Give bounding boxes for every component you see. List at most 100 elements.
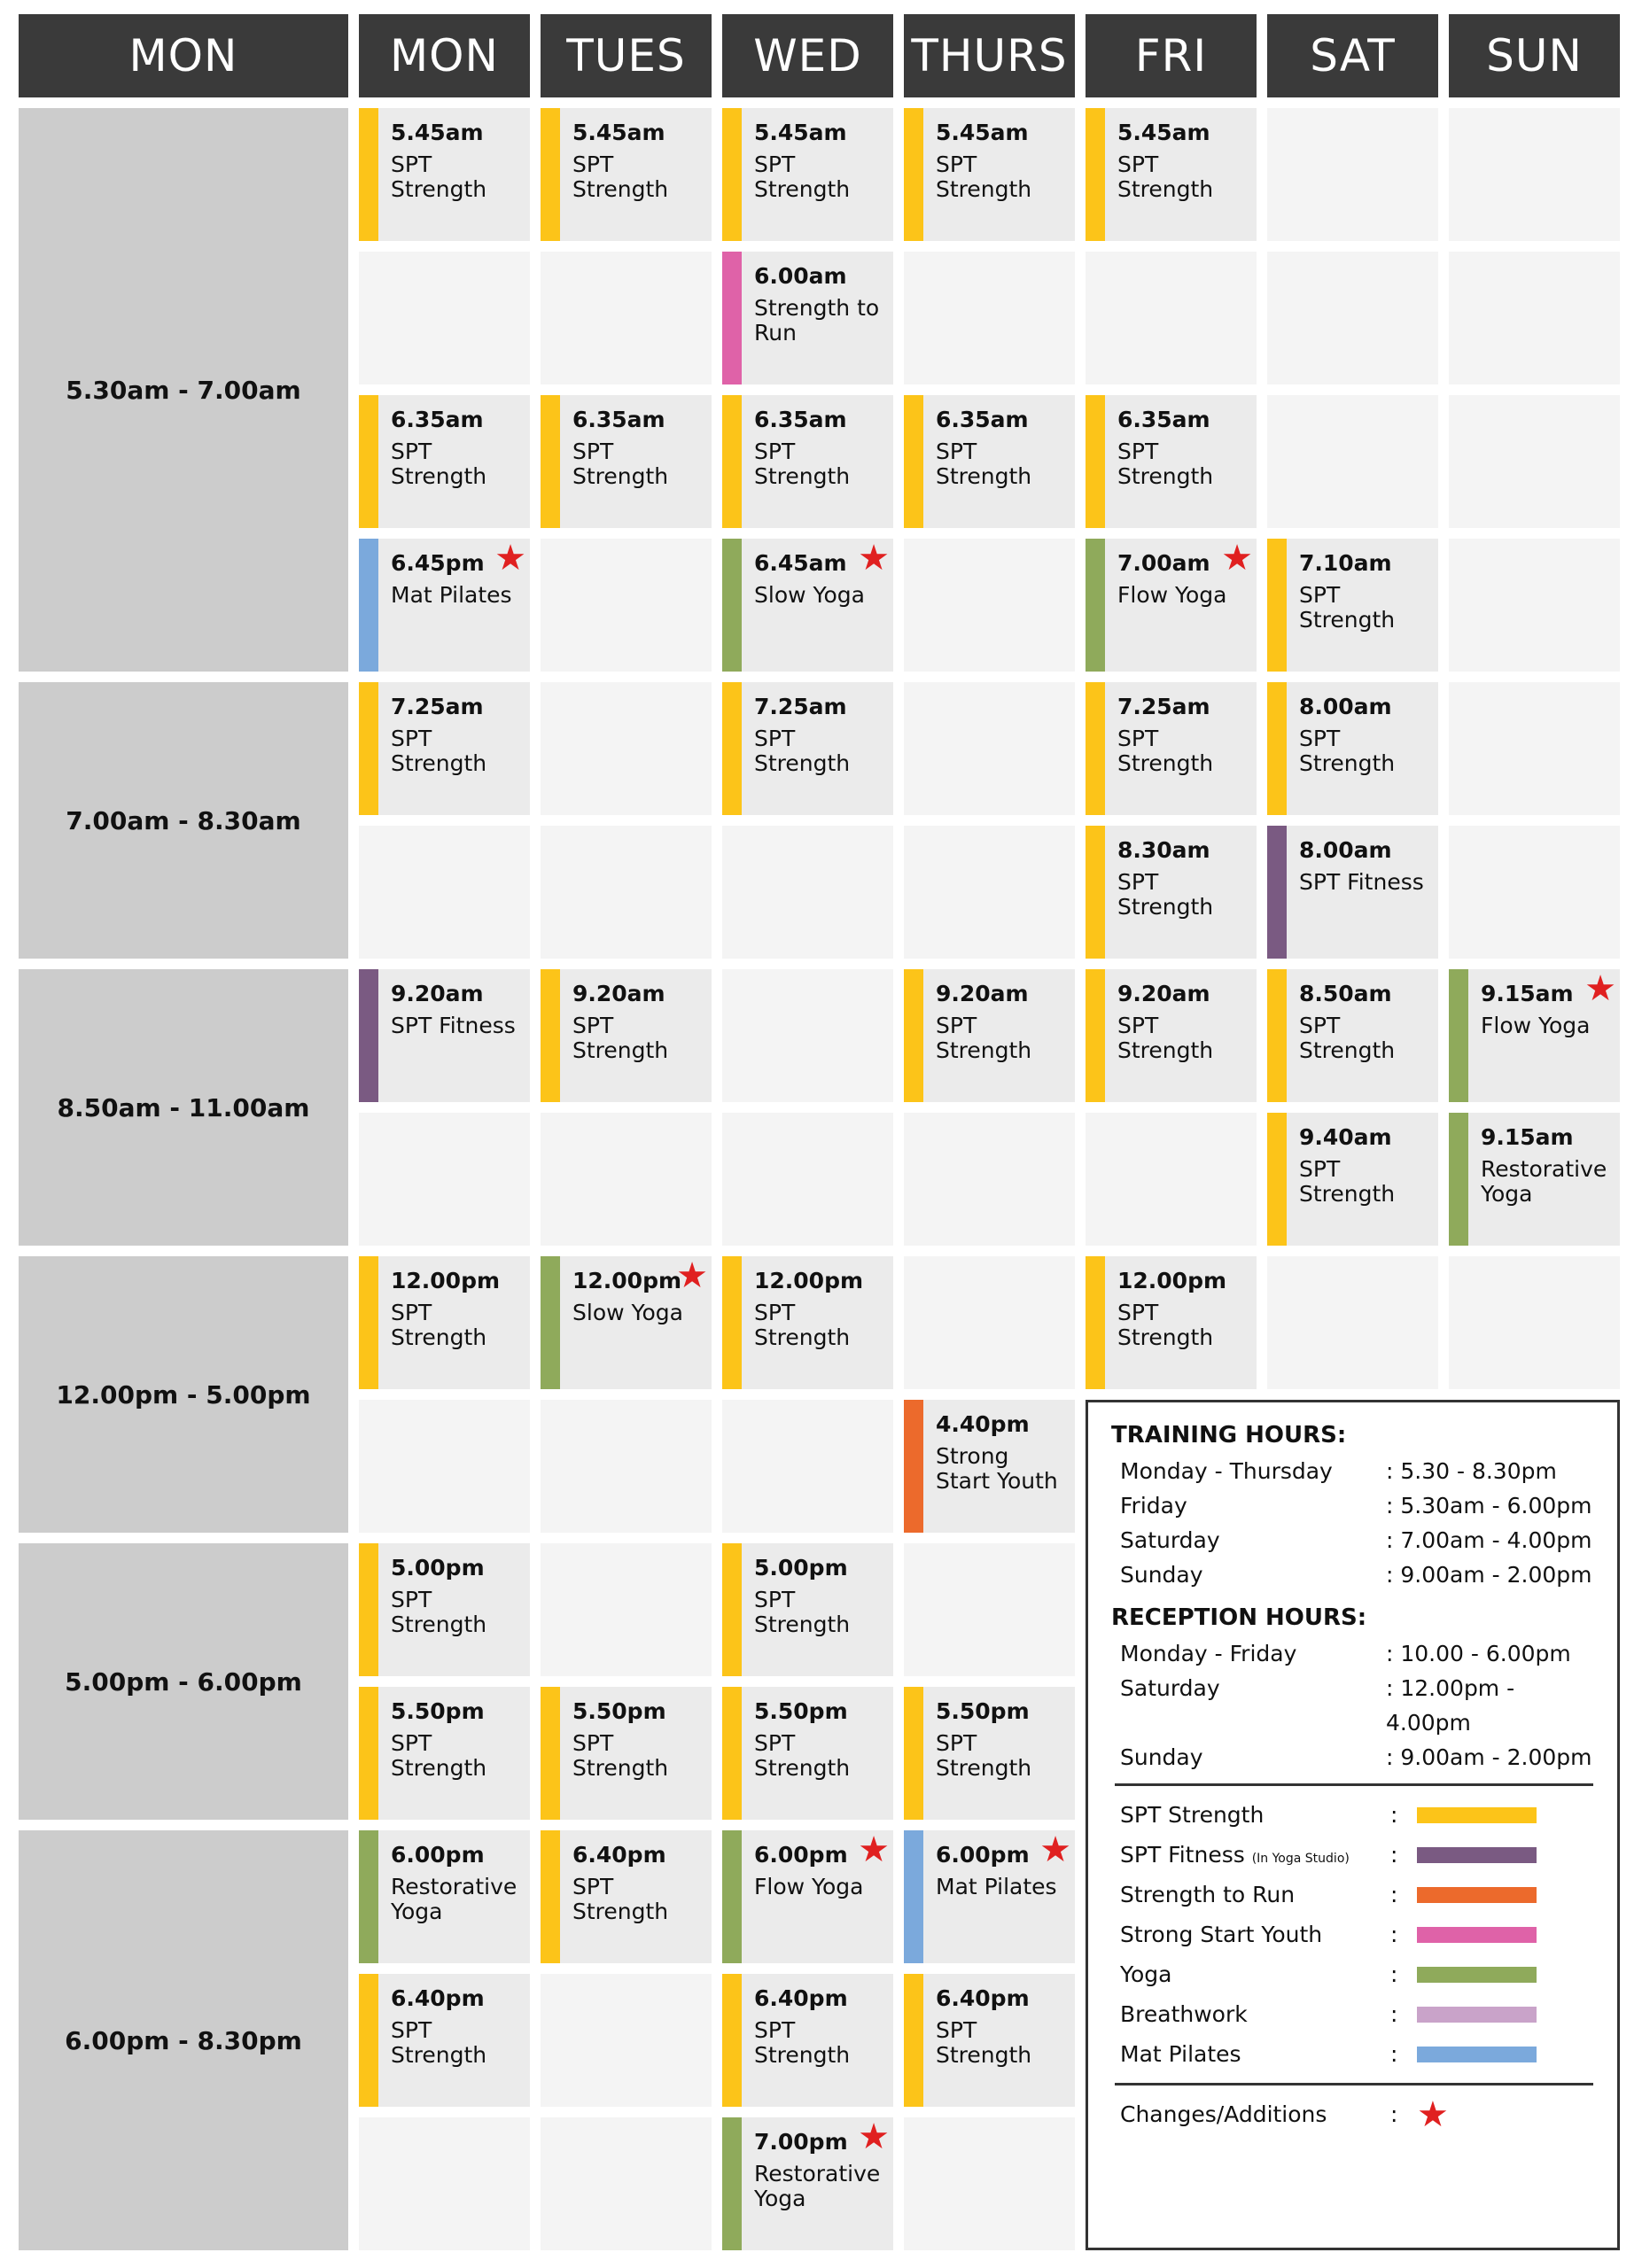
class-card[interactable]: 9.15am Restorative Yoga <box>1449 1113 1620 1246</box>
class-card[interactable]: 8.00am SPT Strength <box>1267 682 1438 815</box>
class-card[interactable]: 5.50pm SPT Strength <box>904 1687 1075 1820</box>
class-card[interactable]: 6.45pm Mat Pilates ★ <box>359 539 530 672</box>
training-hours-row: Sunday: 9.00am - 2.00pm <box>1108 1557 1598 1592</box>
class-card[interactable]: 7.25am SPT Strength <box>722 682 893 815</box>
class-card[interactable]: 9.40am SPT Strength <box>1267 1113 1438 1246</box>
class-info: 6.35am SPT Strength <box>754 408 884 489</box>
class-card[interactable]: 6.00am Strength to Run <box>722 252 893 384</box>
class-name: SPT Strength <box>1117 439 1214 489</box>
legend-key-label: SPT Strength <box>1108 1802 1390 1828</box>
class-time: 6.40pm <box>572 1842 666 1868</box>
legend-key-label: Yoga <box>1108 1961 1390 1987</box>
class-card[interactable]: 6.35am SPT Strength <box>541 395 712 528</box>
class-card[interactable]: 6.00pm Mat Pilates ★ <box>904 1830 1075 1963</box>
class-name: SPT Strength <box>754 1300 851 1350</box>
empty-slot <box>722 1400 893 1533</box>
class-card[interactable]: 5.45am SPT Strength <box>359 108 530 241</box>
class-card[interactable]: 5.45am SPT Strength <box>1086 108 1257 241</box>
class-card[interactable]: 7.00am Flow Yoga ★ <box>1086 539 1257 672</box>
class-card[interactable]: 8.30am SPT Strength <box>1086 826 1257 959</box>
class-time: 5.50pm <box>572 1698 666 1724</box>
class-card[interactable]: 6.40pm SPT Strength <box>904 1974 1075 2107</box>
class-card[interactable]: 9.20am SPT Strength <box>904 969 1075 1102</box>
empty-slot <box>1449 252 1620 384</box>
class-card[interactable]: 5.45am SPT Strength <box>722 108 893 241</box>
reception-hours-row: Sunday: 9.00am - 2.00pm <box>1108 1740 1598 1775</box>
class-color-bar <box>722 1687 742 1820</box>
empty-slot <box>359 826 530 959</box>
class-card[interactable]: 9.20am SPT Strength <box>1086 969 1257 1102</box>
training-hours-row: Friday : 5.30am - 6.00pm <box>1108 1488 1598 1523</box>
class-color-bar <box>1086 108 1105 241</box>
class-card[interactable]: 5.50pm SPT Strength <box>359 1687 530 1820</box>
legend-color-swatch <box>1417 2006 1537 2023</box>
class-card[interactable]: 6.40pm SPT Strength <box>541 1830 712 1963</box>
class-card[interactable]: 6.35am SPT Strength <box>1086 395 1257 528</box>
class-card[interactable]: 7.25am SPT Strength <box>1086 682 1257 815</box>
empty-slot <box>904 2117 1075 2250</box>
class-color-bar <box>359 1256 378 1389</box>
hours-day: Sunday <box>1120 1744 1203 1770</box>
class-card[interactable]: 5.45am SPT Strength <box>904 108 1075 241</box>
class-name: Strength to Run <box>754 295 880 346</box>
class-card[interactable]: 6.00pm Flow Yoga ★ <box>722 1830 893 1963</box>
empty-slot <box>359 1400 530 1533</box>
empty-slot <box>541 1543 712 1676</box>
reception-hours-row: Saturday: 12.00pm - 4.00pm <box>1108 1671 1598 1740</box>
class-card[interactable]: 6.40pm SPT Strength <box>722 1974 893 2107</box>
class-card[interactable]: 12.00pm SPT Strength <box>722 1256 893 1389</box>
empty-slot <box>541 682 712 815</box>
training-hours-title: TRAINING HOURS: <box>1111 1422 1347 1449</box>
class-card[interactable]: 7.10am SPT Strength <box>1267 539 1438 672</box>
class-name: SPT Strength <box>572 1730 669 1781</box>
class-card[interactable]: 6.00pm Restorative Yoga <box>359 1830 530 1963</box>
class-card[interactable]: 9.20am SPT Fitness <box>359 969 530 1102</box>
class-name: Flow Yoga <box>1481 1013 1591 1038</box>
hours-day: Friday <box>1120 1493 1187 1518</box>
class-card[interactable]: 5.00pm SPT Strength <box>359 1543 530 1676</box>
empty-slot <box>1449 395 1620 528</box>
day-header-mon: MON <box>359 14 530 97</box>
class-info: 6.35am SPT Strength <box>572 408 703 489</box>
hours-value: : 5.30am - 6.00pm <box>1386 1493 1592 1518</box>
class-card[interactable]: 6.35am SPT Strength <box>722 395 893 528</box>
legend-key-youth: Strong Start Youth: <box>1108 1915 1598 1954</box>
class-card[interactable]: 12.00pm Slow Yoga ★ <box>541 1256 712 1389</box>
legend-colon: : <box>1390 2001 1398 2027</box>
class-card[interactable]: 5.50pm SPT Strength <box>541 1687 712 1820</box>
legend-key-label: Strong Start Youth <box>1108 1922 1390 1947</box>
class-card[interactable]: 6.35am SPT Strength <box>904 395 1075 528</box>
legend-color-swatch <box>1417 1926 1537 1943</box>
class-info: 12.00pm SPT Strength <box>1117 1269 1248 1350</box>
class-card[interactable]: 12.00pm SPT Strength <box>359 1256 530 1389</box>
empty-slot <box>1086 252 1257 384</box>
class-card[interactable]: 4.40pm Strong Start Youth <box>904 1400 1075 1533</box>
empty-slot <box>1449 108 1620 241</box>
class-color-bar <box>1086 826 1105 959</box>
class-info: 8.00am SPT Strength <box>1299 695 1429 776</box>
class-name: SPT Strength <box>572 1013 669 1063</box>
class-card[interactable]: 7.25am SPT Strength <box>359 682 530 815</box>
class-card[interactable]: 12.00pm SPT Strength <box>1086 1256 1257 1389</box>
class-time: 6.45pm <box>391 550 485 576</box>
class-card[interactable]: 6.45am Slow Yoga ★ <box>722 539 893 672</box>
class-color-bar <box>1449 969 1468 1102</box>
empty-slot <box>359 2117 530 2250</box>
class-card[interactable]: 8.00am SPT Fitness <box>1267 826 1438 959</box>
class-card[interactable]: 5.45am SPT Strength <box>541 108 712 241</box>
class-info: 4.40pm Strong Start Youth <box>936 1412 1066 1494</box>
class-card[interactable]: 5.50pm SPT Strength <box>722 1687 893 1820</box>
class-card[interactable]: 7.00pm Restorative Yoga ★ <box>722 2117 893 2250</box>
empty-slot <box>722 1113 893 1246</box>
class-card[interactable]: 6.35am SPT Strength <box>359 395 530 528</box>
day-header-sat: SAT <box>1267 14 1438 97</box>
empty-slot <box>904 1543 1075 1676</box>
class-card[interactable]: 8.50am SPT Strength <box>1267 969 1438 1102</box>
class-card[interactable]: 9.15am Flow Yoga ★ <box>1449 969 1620 1102</box>
class-card[interactable]: 9.20am SPT Strength <box>541 969 712 1102</box>
class-card[interactable]: 6.40pm SPT Strength <box>359 1974 530 2107</box>
class-card[interactable]: 5.00pm SPT Strength <box>722 1543 893 1676</box>
legend-key-label: SPT Fitness (In Yoga Studio) <box>1108 1842 1390 1868</box>
empty-slot <box>904 252 1075 384</box>
empty-slot <box>1449 826 1620 959</box>
